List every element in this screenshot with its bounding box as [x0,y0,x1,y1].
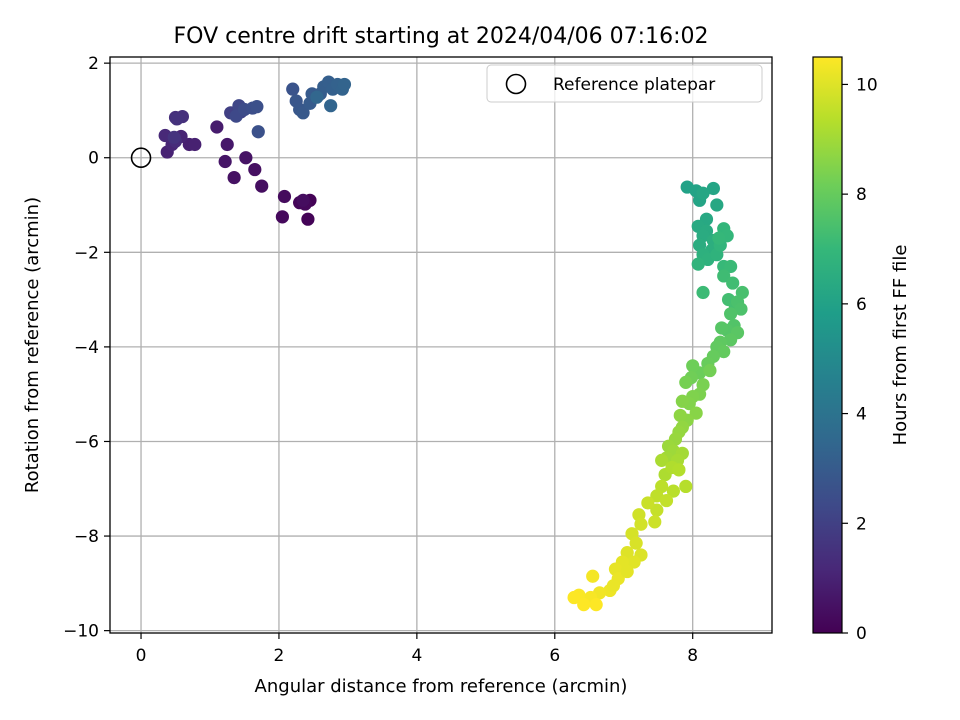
colorbar-tick-label: 8 [856,185,867,205]
data-point [691,257,705,271]
colorbar-tick-label: 6 [856,295,867,315]
data-point [710,198,724,212]
colorbar-tick-label: 0 [856,624,867,644]
y-tick-label: 2 [88,54,99,74]
colorbar-frame [812,56,843,634]
data-point [689,406,703,420]
chart-title: FOV centre drift starting at 2024/04/06 … [174,24,709,49]
legend-reference-marker [505,73,527,95]
data-point [717,345,731,359]
x-axis-label: Angular distance from reference (arcmin) [255,676,628,697]
data-point [296,106,310,120]
x-tick-label: 6 [549,646,560,666]
x-tick-label: 2 [274,646,285,666]
data-points [158,75,749,612]
data-point [627,555,641,569]
x-axis-ticks: 0 2 4 6 8 [136,633,698,666]
data-point [703,363,717,378]
data-point [696,186,710,200]
data-point [726,276,740,290]
data-point [650,503,664,517]
reference-platepar-marker [130,147,152,169]
data-point [277,189,292,204]
y-tick-label: −10 [63,622,99,642]
data-point [324,99,338,113]
data-point [170,112,184,126]
x-tick-label: 8 [687,646,698,666]
data-point [666,484,680,498]
y-tick-label: −4 [74,338,99,358]
data-point [286,82,300,96]
data-point [724,259,738,274]
data-point [717,269,731,283]
data-point [218,154,232,169]
data-point [586,569,600,583]
data-point [679,375,693,389]
y-axis-label: Rotation from reference (arcmin) [22,197,43,493]
y-tick-label: −6 [74,432,99,452]
x-tick-label: 0 [136,646,147,666]
data-point [296,193,310,207]
data-point [648,515,662,529]
data-point [706,181,720,196]
data-point [672,463,686,477]
data-point [673,408,687,423]
data-point [655,453,669,467]
data-point [724,333,738,347]
data-point [696,285,710,300]
data-point [220,137,234,152]
data-point [167,130,181,144]
y-tick-label: 0 [88,149,99,169]
data-point [715,321,729,335]
data-point [629,536,643,550]
colorbar-tick-label: 2 [856,514,867,534]
data-point [606,579,620,593]
data-point [675,394,689,408]
plot-background [110,57,772,633]
data-point [634,517,648,531]
data-point [620,564,634,579]
data-point [641,496,655,510]
data-point [301,212,315,226]
colorbar-ticks: 0 2 4 6 8 10 [842,75,878,644]
y-axis-ticks: 2 0 −2 −4 −6 −8 −10 [63,54,110,642]
data-point [248,162,262,177]
colorbar: 0 2 4 6 8 10 Hours from first FF file [812,56,911,644]
colorbar-gradient [813,57,842,633]
data-point [310,90,324,104]
data-point [589,598,603,612]
plot-area [109,56,773,634]
data-point [659,493,674,508]
x-tick-label: 4 [411,646,422,666]
data-point [679,479,693,493]
y-tick-label: −2 [74,243,99,263]
data-point [724,307,738,321]
data-point [337,77,352,92]
data-point [255,179,269,193]
colorbar-tick-label: 4 [856,405,867,425]
data-point [251,125,265,139]
data-point [210,120,224,134]
data-point [712,231,726,245]
legend: Reference platepar [486,64,763,103]
data-point [686,359,700,373]
data-point [567,590,581,605]
data-point [188,137,202,152]
plot-frame [109,56,773,634]
data-point [275,210,289,224]
data-point [734,302,748,316]
legend-entry-reference-platepar: Reference platepar [553,75,715,95]
legend-box [486,64,763,103]
colorbar-tick-label: 10 [856,75,878,95]
data-point [577,598,591,612]
colorbar-label: Hours from first FF file [890,245,911,446]
y-tick-label: −8 [74,527,99,547]
data-point [250,100,264,114]
data-point [239,151,253,165]
data-point [227,170,241,185]
